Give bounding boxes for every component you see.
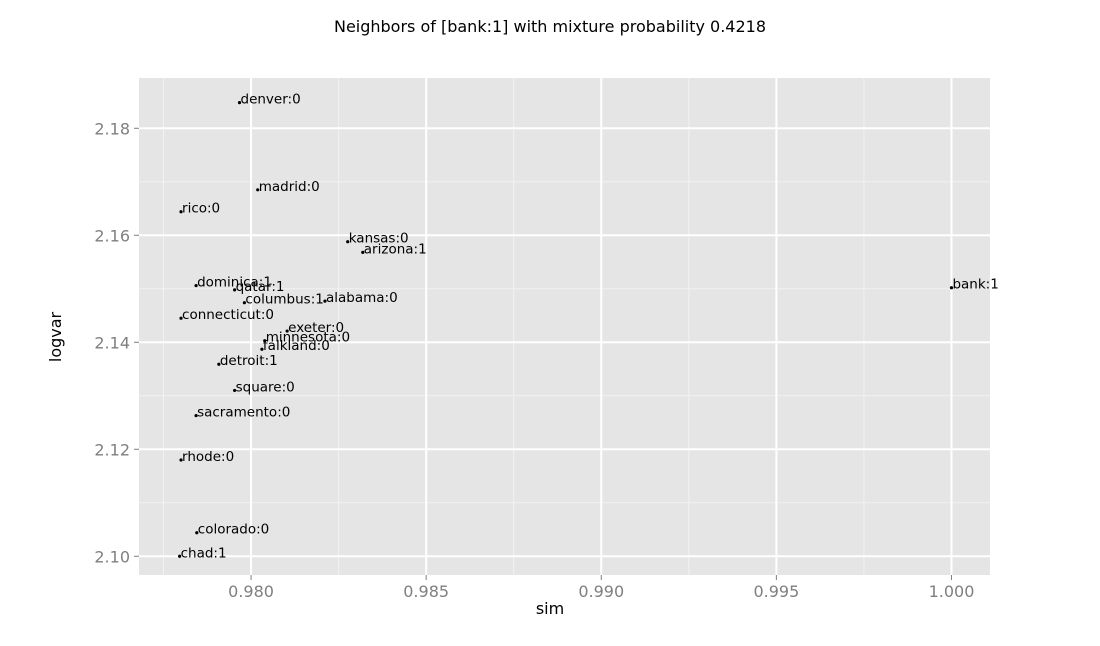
x-tick-label: 0.995 <box>753 582 799 601</box>
y-tick-label: 2.12 <box>94 440 130 459</box>
point-label: denver:0 <box>241 92 301 108</box>
point-label: columbus:1 <box>245 292 323 308</box>
data-point <box>242 301 247 305</box>
data-point <box>285 329 289 333</box>
data-point <box>179 210 183 214</box>
point-label: kansas:0 <box>349 231 409 247</box>
point-label: exeter:0 <box>288 320 344 336</box>
y-tick-label: 2.16 <box>94 226 130 245</box>
point-label: qatar:1 <box>236 279 285 295</box>
data-point <box>237 101 242 105</box>
minor-gridlines <box>139 78 990 575</box>
point-label: square:0 <box>236 379 295 395</box>
x-tick-label: 0.980 <box>228 582 274 601</box>
plot-panel <box>139 78 990 575</box>
point-label: chad:1 <box>181 545 227 561</box>
data-point <box>233 288 237 292</box>
data-point <box>194 413 198 418</box>
point-label: sacramento:0 <box>197 405 290 421</box>
data-point <box>263 339 267 343</box>
point-label: alabama:0 <box>326 290 398 306</box>
point-label: detroit:1 <box>220 353 278 369</box>
data-point <box>260 347 264 351</box>
point-label: arizona:1 <box>364 241 427 257</box>
data-point <box>361 250 365 255</box>
y-axis-title: logvar <box>46 311 65 362</box>
data-point <box>179 316 183 320</box>
x-axis: 0.980 0.985 0.990 0.995 1.000 <box>228 575 974 601</box>
point-label: falkland:0 <box>263 338 330 354</box>
y-tick-label: 2.18 <box>94 119 130 138</box>
data-point <box>323 299 327 303</box>
point-label: connecticut:0 <box>182 307 274 323</box>
point-label: rhode:0 <box>182 449 234 465</box>
data-point <box>217 362 221 366</box>
major-gridlines <box>139 78 990 575</box>
data-point <box>195 531 199 535</box>
point-label: madrid:0 <box>259 179 320 195</box>
data-point <box>178 554 182 558</box>
point-label: colorado:0 <box>198 522 269 538</box>
data-point <box>346 240 350 244</box>
data-point <box>256 188 260 192</box>
x-tick-label: 0.985 <box>403 582 449 601</box>
chart-title: Neighbors of [bank:1] with mixture proba… <box>334 17 766 36</box>
data-point <box>194 283 198 288</box>
point-label: bank:1 <box>952 277 998 293</box>
x-tick-label: 0.990 <box>578 582 624 601</box>
x-axis-title: sim <box>536 599 564 618</box>
point-label: rico:0 <box>182 201 220 217</box>
y-tick-label: 2.14 <box>94 333 130 352</box>
y-tick-label: 2.10 <box>94 547 130 566</box>
data-point <box>233 388 237 393</box>
point-label: minnesota:0 <box>266 330 350 346</box>
data-point <box>179 458 183 462</box>
x-tick-label: 1.000 <box>929 582 975 601</box>
y-axis: 2.10 2.12 2.14 2.16 2.18 <box>94 119 139 566</box>
point-label: dominica:1 <box>197 275 272 291</box>
data-point <box>949 286 954 290</box>
